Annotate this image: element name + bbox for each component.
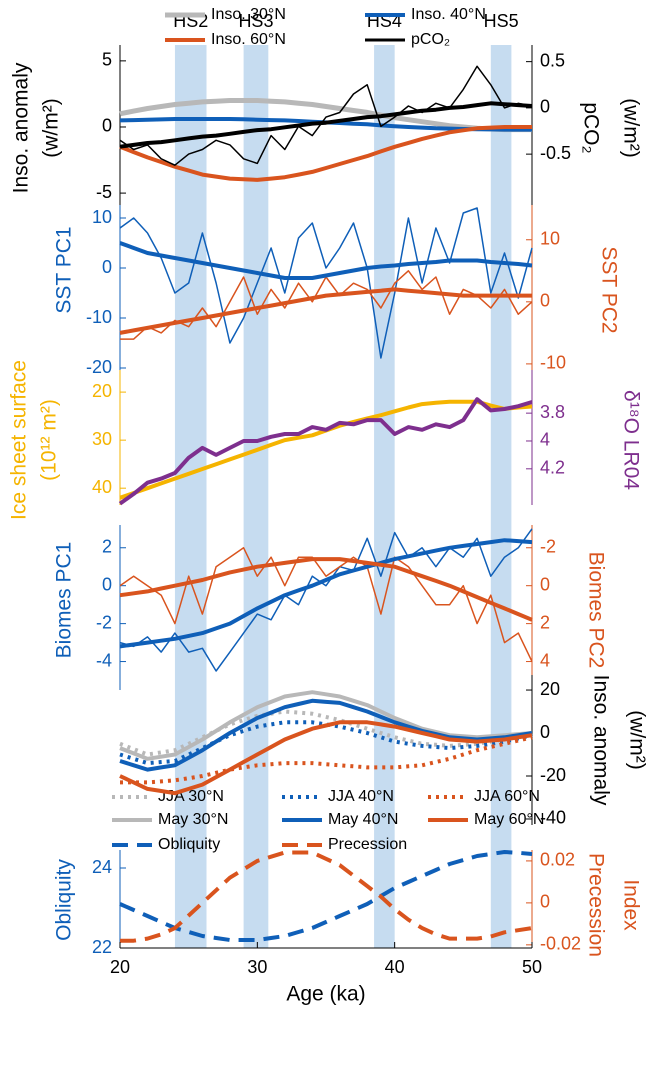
y2-tick-label: 4 — [540, 430, 550, 450]
series-line — [119, 547, 533, 662]
y2-tick-label: 0 — [540, 574, 550, 594]
series-line — [119, 557, 533, 622]
hs-band — [174, 45, 207, 948]
y-tick-label: 24 — [92, 857, 112, 877]
legend-label: Inso. 60°N — [211, 31, 286, 48]
y-tick-label: -4 — [96, 650, 112, 670]
y2-tick-label: 0 — [540, 97, 550, 117]
series-line — [119, 125, 532, 182]
legend-label: May 40°N — [328, 811, 398, 828]
x-tick-label: 50 — [522, 957, 542, 977]
y2-tick-label: 10 — [540, 229, 560, 249]
series-line — [118, 397, 533, 506]
hs-band — [243, 45, 269, 948]
y-axis-label: Obliquity — [53, 859, 76, 941]
y-tick-label: -5 — [96, 182, 112, 202]
x-tick-label: 20 — [110, 957, 130, 977]
y2-axis-label: δ¹⁸O LR04 — [619, 390, 642, 490]
series-line — [119, 65, 533, 166]
y2-tick-label: 0.02 — [540, 850, 575, 870]
y-tick-label: -20 — [86, 357, 112, 377]
y2-tick-label: 2 — [540, 612, 550, 632]
y2-axis-label: Index — [619, 879, 642, 931]
y-tick-label: 2 — [102, 537, 112, 557]
legend-label: Precession — [328, 836, 407, 853]
hs-label: HS3 — [238, 11, 273, 31]
y2-tick-label: -0.02 — [540, 934, 581, 954]
y2-tick-label: -10 — [540, 353, 566, 373]
y2-tick-label: 0 — [540, 892, 550, 912]
y-axis-label: SST PC1 — [53, 226, 76, 313]
hs-band — [490, 45, 512, 948]
y2-tick-label: 0.5 — [540, 50, 565, 70]
hs-label: HS5 — [484, 11, 519, 31]
y2-axis-label: SST PC2 — [597, 246, 620, 333]
legend-label: Inso. 30°N — [211, 6, 286, 23]
legend-label: pCO₂ — [411, 31, 450, 48]
y2-tick-label: -20 — [540, 765, 566, 785]
y2-tick-label: 0 — [540, 722, 550, 742]
series-line — [119, 720, 533, 796]
y-axis-label: Inso. anomaly — [10, 62, 33, 193]
series-line — [119, 720, 533, 766]
series-line — [119, 528, 533, 672]
y-axis-label: Biomes PC1 — [53, 542, 76, 659]
legend-label: Obliquity — [158, 836, 220, 853]
y2-tick-label: 4.2 — [540, 458, 565, 478]
y2-tick-label: -0.5 — [540, 143, 571, 163]
series-line — [119, 101, 533, 149]
y2-tick-label: 3.8 — [540, 402, 565, 422]
series-line — [119, 287, 532, 335]
series-line — [119, 709, 533, 757]
y-tick-label: 10 — [92, 207, 112, 227]
y-axis-label: (w/m²) — [40, 98, 63, 157]
y-tick-label: -10 — [86, 307, 112, 327]
y2-axis-label: pCO₂ — [579, 102, 602, 153]
y2-tick-label: 4 — [540, 650, 550, 670]
legend-label: JJA 40°N — [328, 788, 394, 805]
series-line — [119, 241, 533, 280]
series-line — [119, 538, 533, 649]
y-tick-label: -2 — [96, 612, 112, 632]
y2-axis-label: (w/m²) — [625, 710, 648, 769]
legend-label: JJA 60°N — [474, 788, 540, 805]
y-tick-label: 0 — [102, 257, 112, 277]
bands — [174, 45, 512, 948]
y2-tick-label: -2 — [540, 537, 556, 557]
x-tick-label: 30 — [247, 957, 267, 977]
series-line — [119, 850, 533, 942]
x-axis-label: Age (ka) — [286, 983, 365, 1006]
y-tick-label: 0 — [102, 116, 112, 136]
y-tick-label: 0 — [102, 574, 112, 594]
series-line — [120, 850, 533, 943]
y-tick-label: 40 — [92, 477, 112, 497]
y2-tick-label: 0 — [540, 291, 550, 311]
y-tick-label: 22 — [92, 937, 112, 957]
y2-axis-label: Precession — [584, 853, 607, 957]
series-line — [120, 735, 533, 785]
y2-tick-label: -40 — [540, 808, 566, 828]
series-line — [119, 207, 533, 359]
y2-tick-label: 20 — [540, 679, 560, 699]
y-axis-label: Ice sheet surface — [8, 360, 31, 520]
y2-axis-label: (w/m²) — [619, 98, 642, 157]
y-axis-label: (10¹² m²) — [38, 399, 61, 481]
legend-label: May 30°N — [158, 811, 228, 828]
legend-label: May 60°N — [474, 811, 544, 828]
series-line — [119, 690, 533, 761]
x-tick-label: 40 — [385, 957, 405, 977]
y2-axis-label: Biomes PC2 — [584, 552, 607, 669]
series-line — [119, 698, 533, 772]
y-tick-label: 5 — [102, 50, 112, 70]
y-tick-label: 30 — [92, 429, 112, 449]
y2-axis-label: Inso. anomaly — [589, 675, 612, 806]
y-tick-label: 20 — [92, 381, 112, 401]
legend-label: Inso. 40°N — [411, 6, 486, 23]
